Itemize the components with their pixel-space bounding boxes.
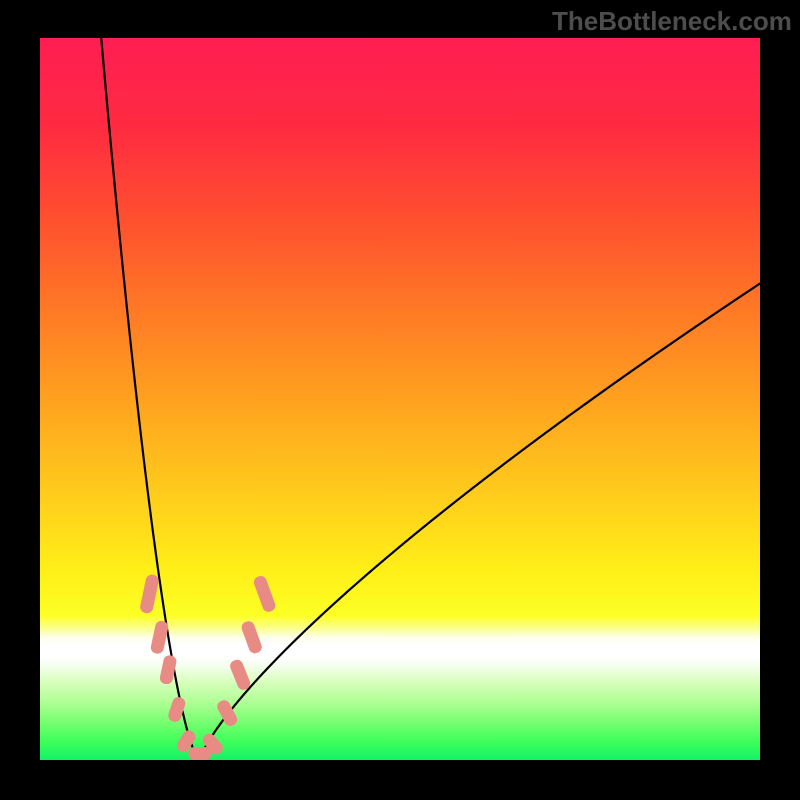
watermark-text: TheBottleneck.com	[552, 6, 792, 37]
chart-svg	[0, 0, 800, 800]
chart-root: TheBottleneck.com	[0, 0, 800, 800]
data-marker	[189, 748, 211, 760]
plot-background	[40, 38, 760, 760]
